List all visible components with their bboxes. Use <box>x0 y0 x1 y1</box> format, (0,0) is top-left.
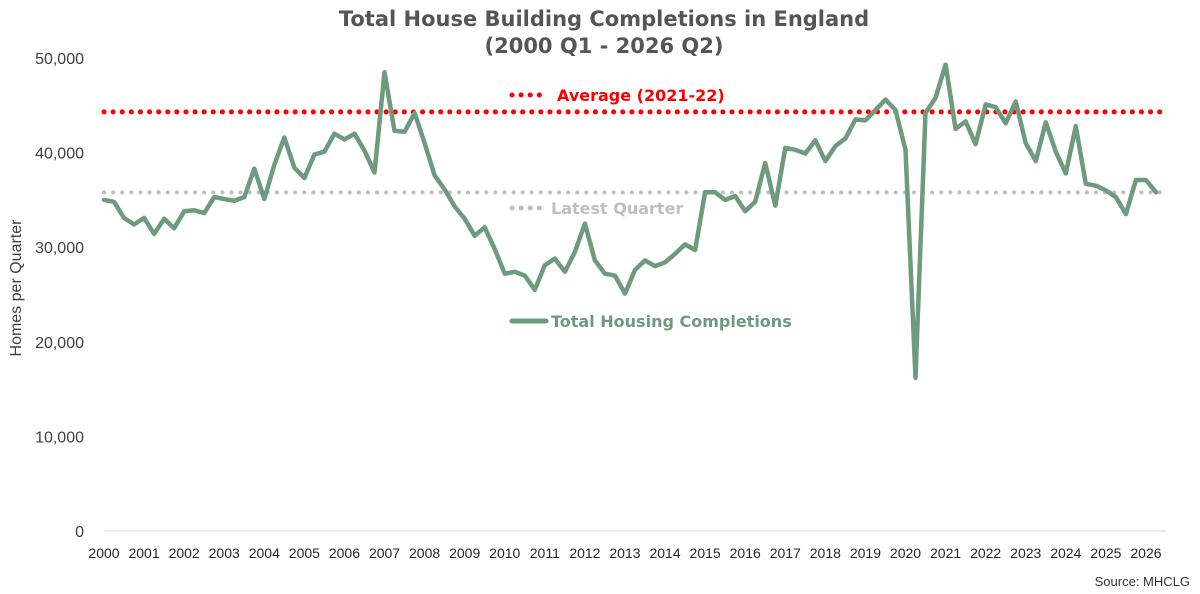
y-tick-label: 40,000 <box>35 146 84 163</box>
reference-lines <box>101 109 1169 195</box>
y-tick-label: 50,000 <box>35 51 84 68</box>
y-tick-label: 30,000 <box>35 240 84 257</box>
x-tick-label: 2015 <box>690 545 721 561</box>
x-tick-label: 2024 <box>1050 545 1081 561</box>
legend-series: Total Housing Completions <box>509 312 792 331</box>
x-tick-label: 2002 <box>169 545 200 561</box>
x-tick-label: 2013 <box>609 545 640 561</box>
x-tick-label: 2021 <box>930 545 961 561</box>
legend-average-label: Average (2021-22) <box>557 86 725 105</box>
x-tick-label: 2023 <box>1010 545 1041 561</box>
legend-series-label: Total Housing Completions <box>551 312 792 331</box>
x-tick-label: 2016 <box>730 545 761 561</box>
y-tick-labels: 0 10,000 20,000 30,000 40,000 50,000 <box>35 51 84 541</box>
x-tick-label: 2026 <box>1130 545 1161 561</box>
x-tick-label: 2000 <box>88 545 119 561</box>
y-tick-label: 20,000 <box>35 335 84 352</box>
source-note: Source: MHCLG <box>1095 574 1190 589</box>
x-tick-label: 2011 <box>530 545 560 561</box>
x-tick-label: 2004 <box>249 545 280 561</box>
x-tick-label: 2009 <box>449 545 480 561</box>
x-tick-label: 2022 <box>970 545 1001 561</box>
x-tick-label: 2006 <box>329 545 360 561</box>
x-tick-label: 2014 <box>649 545 680 561</box>
x-tick-label: 2017 <box>770 545 801 561</box>
x-tick-label: 2007 <box>369 545 400 561</box>
series-lines <box>101 62 1159 380</box>
x-tick-label: 2012 <box>569 545 600 561</box>
x-tick-label: 2003 <box>209 545 240 561</box>
legend-latest-quarter: Latest Quarter <box>509 199 683 218</box>
legend-latest-label: Latest Quarter <box>551 199 683 218</box>
x-tick-label: 2001 <box>128 545 159 561</box>
x-tick-label: 2008 <box>409 545 440 561</box>
x-tick-label: 2010 <box>489 545 520 561</box>
x-tick-label: 2018 <box>810 545 841 561</box>
x-tick-label: 2025 <box>1090 545 1121 561</box>
legend-average: Average (2021-22) <box>509 86 725 105</box>
chart-subtitle: (2000 Q1 - 2026 Q2) <box>485 34 724 58</box>
series-line-total-housing-completions <box>101 62 1159 380</box>
y-tick-label: 0 <box>75 524 84 541</box>
y-tick-label: 10,000 <box>35 429 84 446</box>
x-tick-label: 2019 <box>850 545 881 561</box>
x-tick-label: 2020 <box>890 545 921 561</box>
y-axis-label: Homes per Quarter <box>8 219 25 357</box>
x-tick-label: 2005 <box>289 545 320 561</box>
x-tick-labels: 2000 2001 2002 2003 2004 2005 2006 2007 2008 2009… <box>88 545 1161 561</box>
chart-title: Total House Building Completions in Engl… <box>339 7 869 31</box>
